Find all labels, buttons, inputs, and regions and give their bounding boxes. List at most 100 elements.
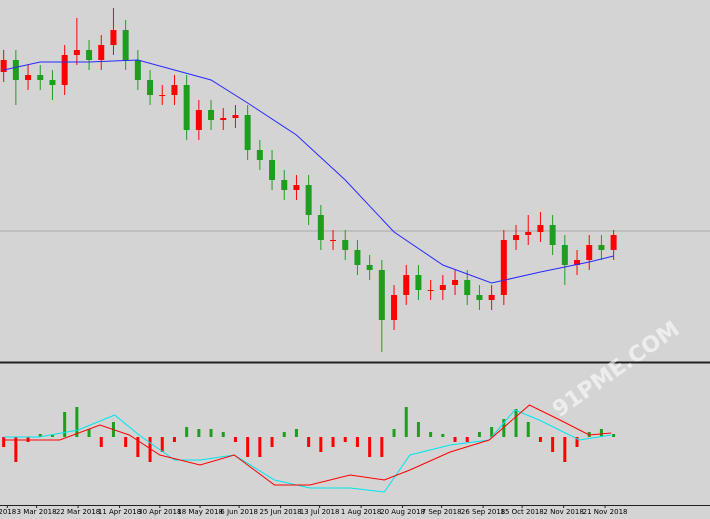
histogram-bar xyxy=(38,434,42,437)
candle-body xyxy=(281,180,288,190)
candle-body xyxy=(452,280,459,285)
candle-body xyxy=(488,295,495,300)
histogram-bar xyxy=(233,437,237,442)
candle-body xyxy=(500,240,507,295)
x-tick-label: 2 Nov 2018 xyxy=(543,508,583,516)
histogram-bar xyxy=(368,437,372,457)
x-tick-label: 26 Sep 2018 xyxy=(461,508,505,516)
candle-body xyxy=(305,185,312,215)
histogram-bar xyxy=(319,437,323,452)
indicator-line xyxy=(3,404,612,486)
histogram-bar xyxy=(331,437,335,447)
candle-body xyxy=(342,240,349,250)
x-tick-label: 2018 xyxy=(0,508,16,516)
histogram-bar xyxy=(307,437,311,447)
candle-body xyxy=(610,235,617,250)
x-tick-label: 11 Apr 2018 xyxy=(98,508,141,516)
x-tick-label: 15 Oct 2018 xyxy=(500,508,543,516)
histogram-bar xyxy=(2,437,6,447)
candle-body xyxy=(293,185,300,190)
histogram-bar xyxy=(50,435,54,437)
candle-body xyxy=(147,80,154,95)
candle-body xyxy=(415,275,422,290)
candle-body xyxy=(598,245,605,250)
candle-body xyxy=(232,115,239,118)
x-tick-label: 13 Jul 2018 xyxy=(300,508,340,516)
candle-body xyxy=(464,280,471,295)
histogram-bar xyxy=(526,422,530,437)
candle-body xyxy=(549,225,556,245)
histogram-bar xyxy=(160,437,164,452)
candle-body xyxy=(25,75,32,80)
histogram-bar xyxy=(63,412,67,437)
histogram-bar xyxy=(599,429,603,437)
candle-body xyxy=(86,50,93,60)
histogram-bar xyxy=(14,437,18,462)
candle-body xyxy=(220,118,227,120)
indicator-line xyxy=(3,409,612,493)
moving-average xyxy=(3,59,614,284)
candle-body xyxy=(269,160,276,180)
candle-body xyxy=(378,270,385,320)
x-tick-label: 25 Jun 2018 xyxy=(260,508,302,516)
histogram-bar xyxy=(99,437,103,447)
x-tick-label: 3 Mar 2018 xyxy=(17,508,57,516)
x-tick-label: 18 May 2018 xyxy=(177,508,223,516)
histogram-bar xyxy=(563,437,567,462)
candle-body xyxy=(561,245,568,265)
histogram-bar xyxy=(209,429,213,437)
candle-body xyxy=(183,85,190,130)
candle-body xyxy=(366,265,373,270)
x-tick-label: 22 Mar 2018 xyxy=(56,508,100,516)
candle-body xyxy=(439,285,446,290)
histogram-bar xyxy=(282,432,286,437)
candle-body xyxy=(330,240,337,241)
candle-body xyxy=(317,215,324,240)
histogram-bar xyxy=(380,437,384,457)
histogram-bar xyxy=(294,429,298,437)
histogram-bar xyxy=(136,437,140,457)
candle-body xyxy=(12,60,19,80)
histogram-bar xyxy=(477,432,481,437)
candle-body xyxy=(171,85,178,95)
candle-body xyxy=(256,150,263,160)
candle-body xyxy=(0,60,7,72)
histogram-bar xyxy=(355,437,359,447)
candle-body xyxy=(159,95,166,96)
x-tick-label: 6 Jun 2018 xyxy=(220,508,258,516)
x-tick-label: 7 Sep 2018 xyxy=(422,508,462,516)
candle-body xyxy=(37,75,44,80)
x-tick-label: 30 Apr 2018 xyxy=(138,508,181,516)
candle-body xyxy=(476,295,483,300)
candle-body xyxy=(244,115,251,150)
candle-body xyxy=(427,290,434,291)
candle-body xyxy=(525,232,532,235)
histogram-bar xyxy=(441,434,445,437)
histogram-bar xyxy=(416,422,420,437)
histogram-bar xyxy=(246,437,250,457)
candle-body xyxy=(61,55,68,85)
candle-body xyxy=(208,110,215,120)
candle-body xyxy=(73,50,80,55)
candle-body xyxy=(110,30,117,45)
candle-body xyxy=(537,225,544,232)
histogram-bar xyxy=(197,429,201,437)
candle-body xyxy=(403,275,410,295)
x-tick-label: 20 Aug 2018 xyxy=(380,508,425,516)
histogram-bar xyxy=(514,409,518,437)
histogram-bar xyxy=(538,437,542,442)
histogram-bar xyxy=(502,419,506,437)
histogram-bar xyxy=(343,437,347,442)
candle-body xyxy=(586,245,593,260)
histogram-bar xyxy=(172,437,176,442)
histogram-bar xyxy=(465,437,469,442)
histogram-bar xyxy=(490,427,494,437)
histogram-bar xyxy=(221,432,225,437)
histogram-bar xyxy=(429,432,433,437)
histogram-bar xyxy=(148,437,152,462)
candle-body xyxy=(49,80,56,85)
candle-body xyxy=(354,250,361,265)
histogram-bar xyxy=(392,429,396,437)
histogram-bar xyxy=(87,429,91,437)
